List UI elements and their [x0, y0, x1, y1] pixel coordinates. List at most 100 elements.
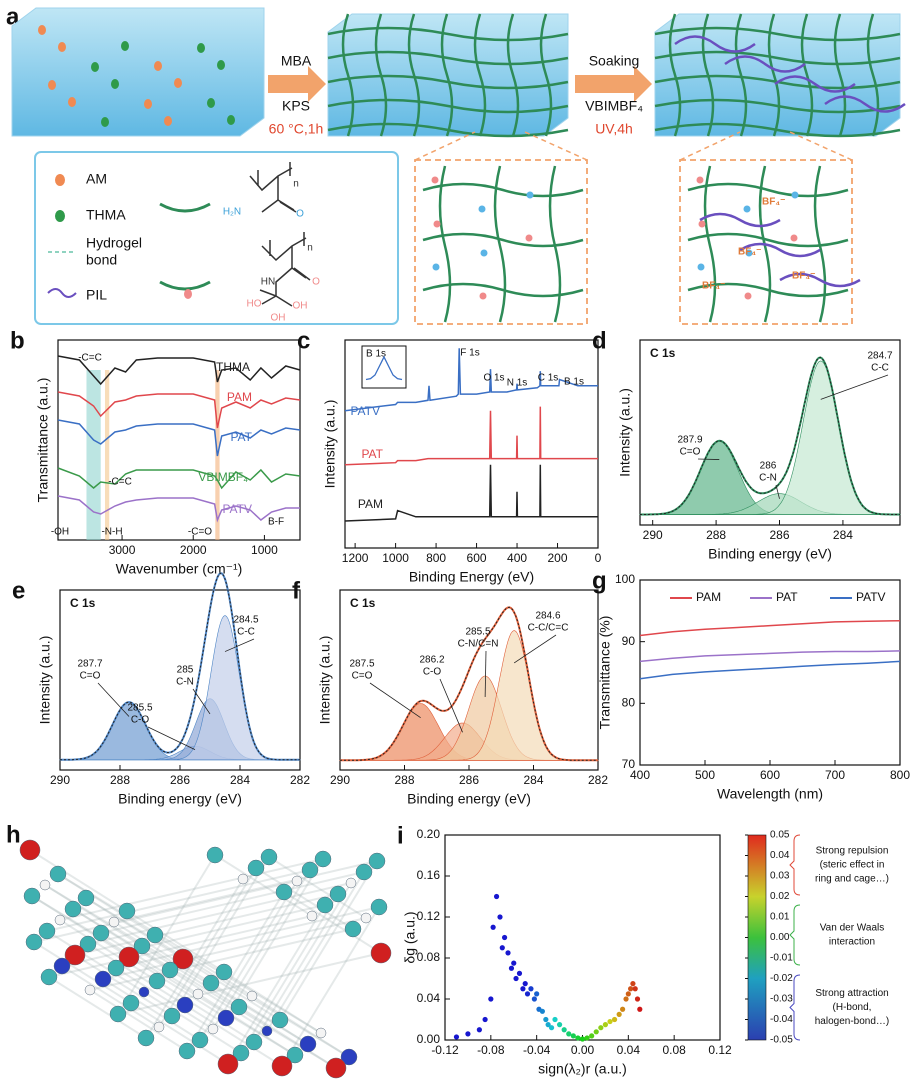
scatter-point — [490, 924, 496, 930]
scatter-point — [482, 1016, 488, 1023]
monomer-dot — [58, 42, 66, 52]
monomer-dot — [525, 234, 533, 242]
bond — [59, 858, 324, 921]
panel-label: b — [10, 327, 25, 354]
x-tick-label: 600 — [467, 551, 487, 565]
bond — [143, 991, 242, 1054]
y-axis-label: Transmittance (%) — [597, 616, 613, 730]
bond — [199, 880, 298, 1041]
panel-title: C 1s — [70, 596, 96, 610]
annotation: O 1s — [483, 373, 504, 384]
network-chain — [473, 13, 487, 137]
bond — [128, 956, 227, 1019]
bond — [31, 895, 296, 1056]
peak-leader — [439, 678, 463, 733]
bond — [74, 893, 339, 956]
structure-text: HO — [247, 299, 262, 310]
network-chain — [833, 13, 847, 137]
series-line — [344, 406, 598, 466]
peak-assignment: C-O — [131, 715, 150, 726]
peak-leader — [820, 374, 889, 400]
series-line — [344, 348, 598, 412]
panel-label: f — [292, 577, 301, 604]
x-axis-label: Wavelength (nm) — [717, 786, 823, 802]
network-chain — [668, 13, 682, 137]
monomer-dot — [791, 191, 799, 199]
atom — [92, 924, 110, 942]
chain-symbol — [184, 289, 192, 299]
peak-leader — [97, 682, 130, 717]
atom — [202, 974, 220, 992]
colorbar-tick-label: -0.02 — [770, 973, 793, 984]
legend-symbol — [47, 288, 77, 298]
atom — [271, 1055, 293, 1077]
bond — [46, 930, 145, 993]
pil-chain — [724, 55, 806, 73]
peak-assignment: C=O — [352, 671, 373, 682]
scatter-point — [630, 981, 636, 987]
series-line — [57, 391, 301, 429]
peak-position: 286.2 — [419, 655, 444, 666]
atom — [315, 1027, 327, 1039]
scatter-point — [499, 945, 505, 951]
bond — [115, 967, 214, 1030]
pil-chain — [699, 212, 781, 228]
monomer-dot — [526, 191, 534, 199]
atom — [49, 865, 67, 883]
peak-position: 287.5 — [349, 659, 374, 670]
pil-chain — [739, 242, 821, 258]
series-line — [57, 355, 301, 386]
step-reagent: MBA — [281, 53, 312, 69]
x-axis-label: Binding energy (eV) — [407, 791, 531, 807]
scatter-point — [534, 991, 540, 997]
bond — [85, 897, 184, 960]
x-tick-label: 1000 — [251, 543, 278, 557]
atom — [247, 859, 265, 877]
bond — [126, 910, 225, 973]
bond — [33, 880, 298, 943]
colorbar-tick-label: -0.01 — [770, 953, 793, 964]
bond — [85, 897, 350, 1058]
bond — [44, 884, 143, 947]
x-tick-label: 286 — [170, 773, 190, 787]
region-brace — [789, 974, 801, 1041]
monomer-dot — [433, 220, 441, 228]
peak-assignment: C-C — [871, 363, 889, 374]
network-chain — [407, 13, 421, 137]
x-tick-label: 290 — [643, 528, 663, 542]
y-tick-label: 0.20 — [417, 827, 441, 841]
x-tick-label: 2000 — [180, 543, 207, 557]
bond — [61, 965, 160, 1028]
structure-text: H₂N — [223, 207, 241, 218]
x-tick-label: 800 — [890, 768, 910, 782]
x-tick-label: 282 — [588, 773, 608, 787]
atom — [153, 1021, 165, 1033]
x-tick-label: 0.00 — [571, 1043, 595, 1057]
atom — [172, 948, 194, 970]
annotation: N 1s — [507, 378, 528, 389]
monomer-dot — [432, 263, 440, 271]
scatter-point — [522, 981, 528, 987]
colorbar-tick-label: 0.04 — [770, 850, 790, 861]
atom — [260, 848, 278, 866]
network-chain — [539, 13, 553, 137]
anion-label: BF₄⁻ — [738, 247, 761, 258]
series-line — [344, 464, 598, 522]
legend-label: PATV — [856, 590, 886, 604]
atom — [261, 1025, 273, 1037]
legend-symbol — [55, 174, 65, 186]
atom — [368, 852, 386, 870]
series-line — [639, 619, 901, 637]
peak-assignment: C-N — [759, 473, 777, 484]
structure-text: HN — [261, 277, 275, 288]
bond — [48, 976, 147, 1039]
structure-text: OH — [293, 301, 308, 312]
bond — [227, 904, 326, 1065]
network-chain — [327, 50, 569, 66]
y-tick-label: 90 — [622, 634, 636, 648]
network-chain — [440, 13, 454, 137]
scatter-point — [611, 1016, 618, 1023]
scatter-point — [465, 1031, 471, 1037]
x-tick-label: 800 — [426, 551, 446, 565]
